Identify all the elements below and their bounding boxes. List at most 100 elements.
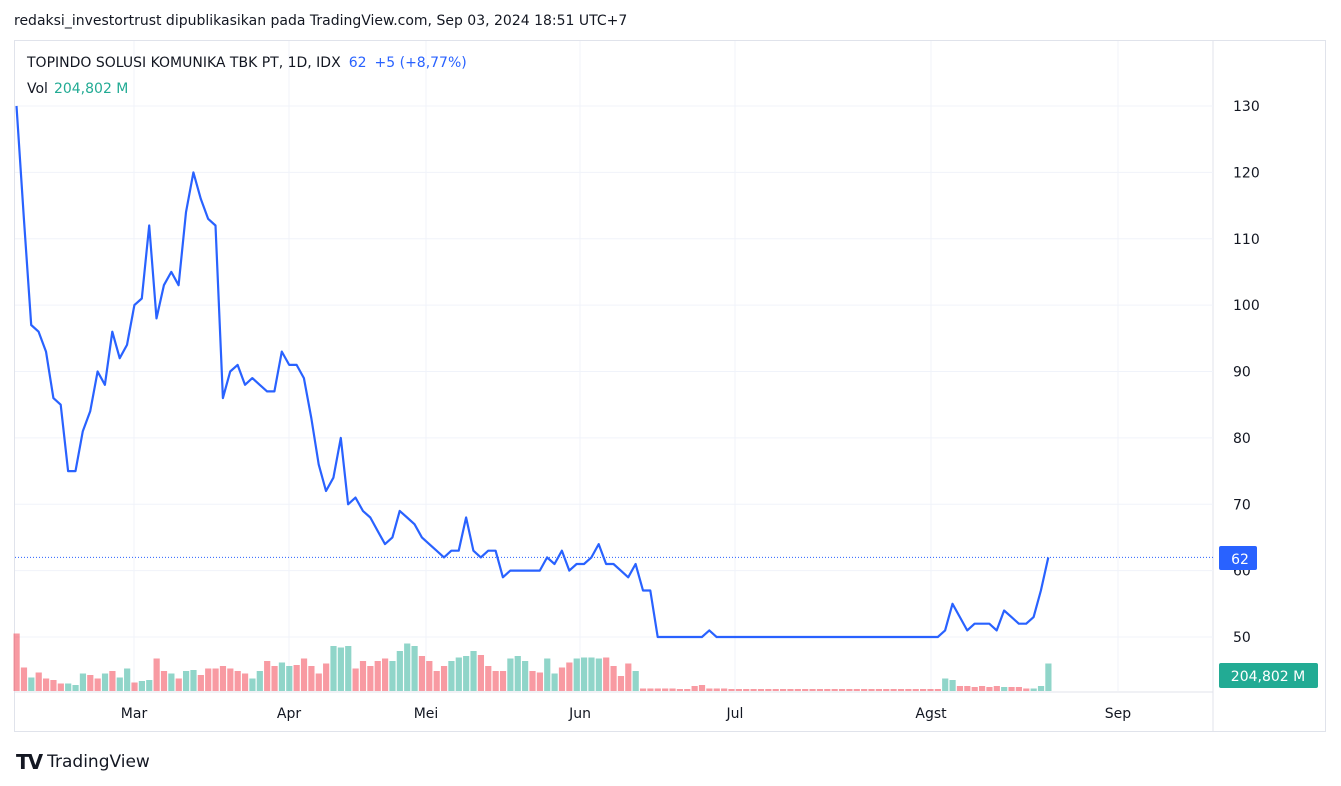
volume-bar bbox=[721, 688, 728, 691]
volume-bar bbox=[824, 689, 831, 691]
volume-bar bbox=[300, 658, 308, 691]
volume-bar bbox=[492, 671, 499, 691]
volume-bar bbox=[971, 687, 978, 691]
volume-bar bbox=[927, 689, 934, 691]
volume-bar bbox=[875, 689, 882, 691]
volume-value: 204,802 M bbox=[53, 81, 129, 97]
volume-bar bbox=[956, 686, 964, 691]
volume-bar bbox=[978, 686, 986, 691]
y-tick-label: 110 bbox=[1233, 232, 1260, 248]
y-tick-label: 90 bbox=[1233, 365, 1251, 381]
volume-bar bbox=[50, 680, 57, 691]
volume-bar bbox=[676, 689, 683, 691]
volume-bar bbox=[389, 661, 396, 691]
volume-bar bbox=[418, 656, 426, 691]
volume-badge: 204,802 M bbox=[1219, 663, 1318, 688]
y-tick-label: 130 bbox=[1233, 99, 1260, 115]
volume-bar bbox=[212, 668, 219, 691]
x-tick-label: Apr bbox=[277, 706, 301, 722]
volume-bar bbox=[514, 656, 521, 691]
volume-bar bbox=[647, 688, 654, 691]
volume-bar bbox=[728, 689, 735, 691]
volume-bar bbox=[522, 661, 529, 691]
volume-bar bbox=[42, 678, 50, 691]
last-price: 62 bbox=[348, 55, 367, 71]
volume-bar bbox=[175, 678, 182, 691]
volume-bar bbox=[271, 666, 278, 691]
volume-bar bbox=[838, 689, 846, 691]
volume-bar bbox=[286, 666, 293, 691]
x-tick-label: Mar bbox=[121, 706, 148, 722]
volume-bar bbox=[1037, 686, 1045, 691]
volume-bar bbox=[654, 688, 661, 691]
volume-bar bbox=[1015, 687, 1023, 691]
symbol-name: TOPINDO SOLUSI KOMUNIKA TBK PT, 1D, IDX bbox=[27, 55, 341, 71]
volume-bar bbox=[794, 689, 801, 691]
volume-bar bbox=[802, 689, 809, 691]
volume-bar bbox=[337, 647, 344, 691]
volume-bar bbox=[101, 673, 109, 691]
volume-bar bbox=[308, 666, 315, 691]
volume-bar bbox=[603, 657, 610, 691]
volume-bar bbox=[278, 662, 286, 691]
volume-bar bbox=[706, 688, 713, 691]
y-tick-label: 120 bbox=[1233, 165, 1260, 181]
volume-bar bbox=[1008, 687, 1015, 691]
tradingview-wordmark: TradingView bbox=[47, 752, 150, 772]
volume-bar bbox=[190, 670, 197, 691]
y-tick-label: 80 bbox=[1233, 431, 1251, 447]
volume-bar bbox=[330, 646, 337, 691]
volume-bar bbox=[934, 689, 941, 691]
volume-bar bbox=[293, 665, 300, 691]
volume-bar bbox=[816, 689, 824, 691]
volume-bar bbox=[168, 673, 175, 691]
volume-bar bbox=[1030, 688, 1037, 691]
volume-bar bbox=[920, 689, 927, 691]
volume-bar bbox=[625, 663, 632, 691]
volume-bar bbox=[853, 689, 860, 691]
volume-bar bbox=[544, 658, 551, 691]
volume-bar bbox=[868, 689, 875, 691]
x-tick-label: Jul bbox=[726, 706, 744, 722]
volume-bar bbox=[890, 689, 897, 691]
volume-bar bbox=[264, 661, 271, 691]
volume-bar bbox=[94, 678, 101, 691]
volume-bar bbox=[588, 657, 595, 691]
volume-bar bbox=[411, 646, 418, 691]
volume-bar bbox=[153, 658, 160, 691]
volume-bar bbox=[65, 683, 72, 691]
volume-bar bbox=[79, 673, 87, 691]
volume-bar bbox=[698, 685, 706, 691]
volume-bar bbox=[146, 680, 153, 691]
volume-bar bbox=[772, 689, 779, 691]
tradingview-logo[interactable]: TV TradingView bbox=[16, 750, 150, 774]
volume-bar bbox=[507, 658, 514, 691]
volume-value-label: 204,802 M bbox=[1231, 669, 1305, 685]
volume-bar bbox=[787, 689, 794, 691]
volume-bar bbox=[1045, 663, 1052, 691]
volume-bar bbox=[345, 646, 352, 691]
volume-bar bbox=[750, 689, 757, 691]
volume-bar bbox=[426, 661, 433, 691]
y-tick-label: 50 bbox=[1233, 630, 1251, 646]
symbol-legend: TOPINDO SOLUSI KOMUNIKA TBK PT, 1D, IDX 6… bbox=[27, 55, 467, 71]
volume-bar bbox=[396, 651, 403, 691]
volume-bar bbox=[861, 689, 868, 691]
chart-frame bbox=[14, 40, 1326, 732]
volume-bar bbox=[234, 671, 241, 691]
volume-bar bbox=[713, 688, 720, 691]
volume-bar bbox=[536, 672, 543, 691]
volume-bar bbox=[595, 658, 602, 691]
volume-bar bbox=[964, 686, 971, 691]
volume-bar bbox=[632, 671, 639, 691]
volume-bar bbox=[374, 661, 381, 691]
volume-bar bbox=[684, 689, 691, 691]
time-axis[interactable]: Mar Apr Mei Jun Jul Agst Sep bbox=[121, 706, 1132, 722]
volume-bar bbox=[219, 666, 227, 691]
volume-bar bbox=[13, 633, 20, 691]
volume-bar bbox=[735, 689, 742, 691]
volume-bar bbox=[912, 689, 919, 691]
volume-bar bbox=[580, 657, 588, 691]
last-price-badge: 62 bbox=[1219, 546, 1257, 570]
